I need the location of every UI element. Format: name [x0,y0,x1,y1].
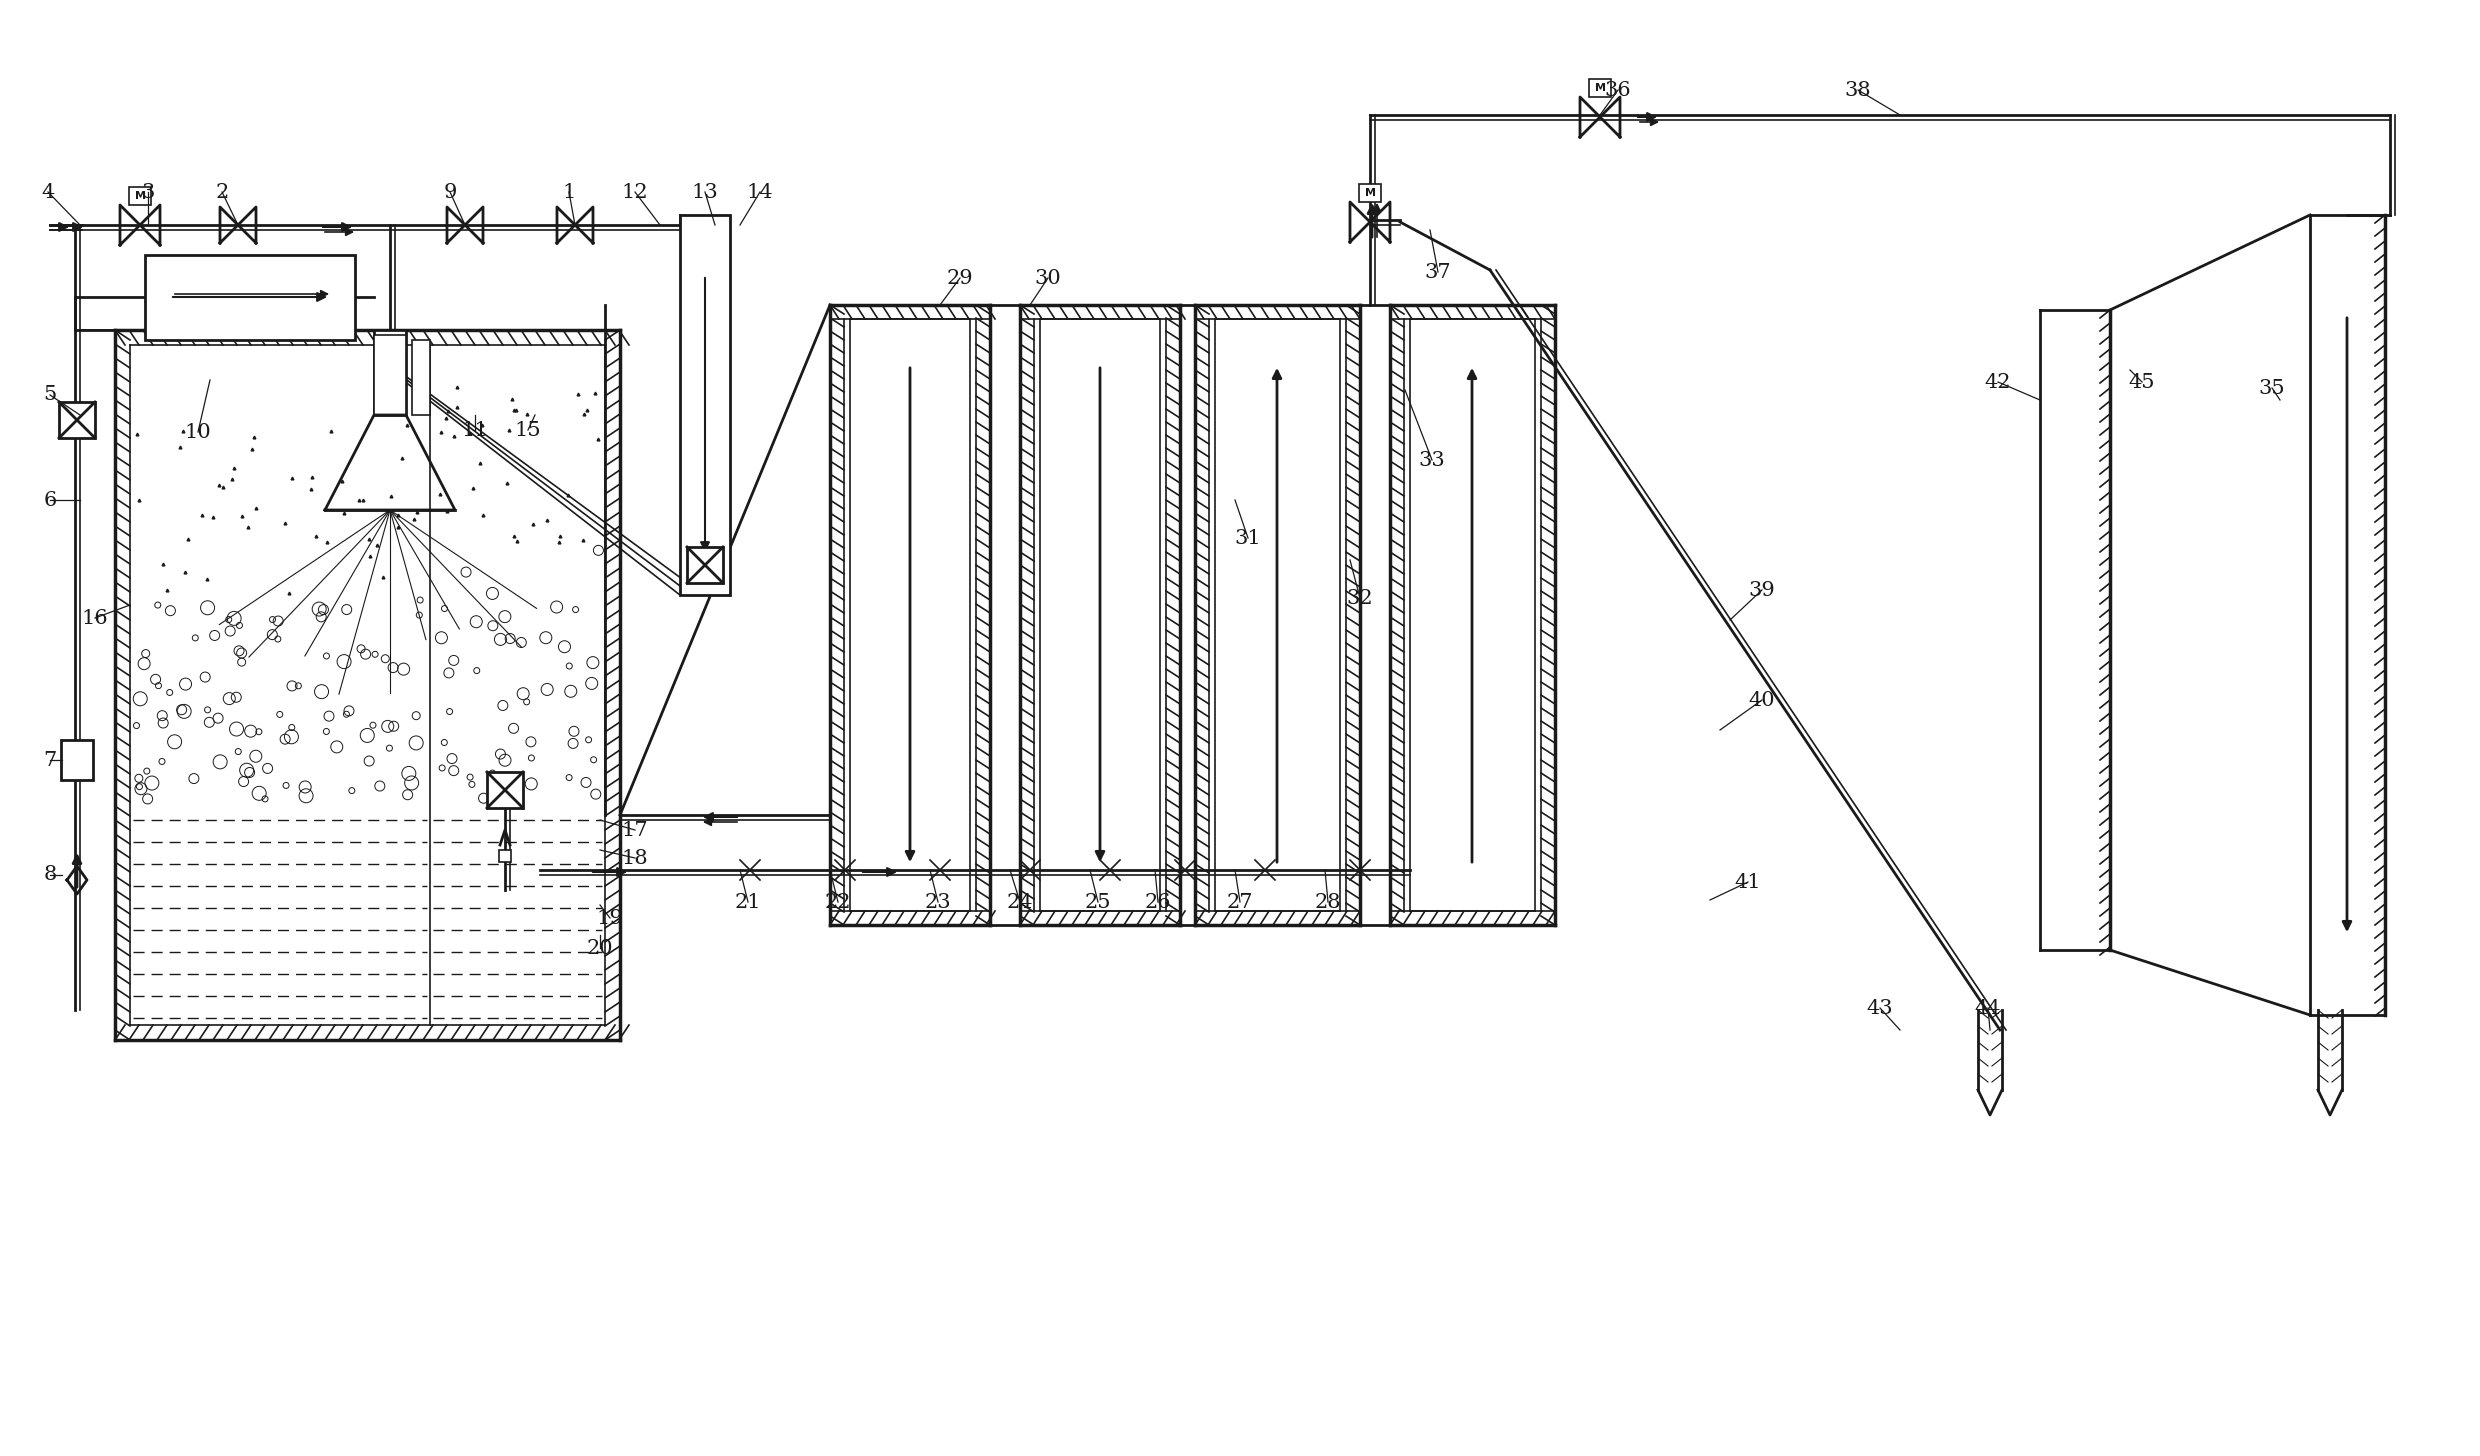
Bar [498,850,511,862]
Text: 16: 16 [82,609,109,628]
Text: 6: 6 [42,491,57,510]
Text: 8: 8 [42,865,57,884]
Text: 29: 29 [947,268,972,287]
Text: 7: 7 [42,750,57,770]
Text: 12: 12 [622,182,647,201]
Text: 18: 18 [622,849,647,868]
Text: 31: 31 [1235,529,1262,547]
Text: 38: 38 [1845,80,1872,99]
Text: 4: 4 [42,182,55,201]
Text: 17: 17 [622,821,647,840]
Text: 43: 43 [1867,999,1892,1018]
Text: 37: 37 [1424,262,1451,281]
Text: 40: 40 [1748,690,1776,709]
Text: 32: 32 [1347,588,1374,607]
Text: 42: 42 [1984,373,2011,392]
Bar [412,341,429,415]
Text: 5: 5 [42,386,57,405]
Text: 27: 27 [1228,893,1252,911]
Text: 2: 2 [216,182,228,201]
Text: 1: 1 [563,182,575,201]
Text: 14: 14 [746,182,774,201]
Text: 24: 24 [1007,893,1034,911]
Text: 9: 9 [444,182,456,201]
Bar [374,331,407,415]
Text: 36: 36 [1605,80,1632,99]
Text: 20: 20 [588,939,613,958]
Bar [1590,79,1612,98]
Text: M: M [134,191,146,201]
Text: 26: 26 [1146,893,1171,911]
Text: M: M [1595,83,1605,93]
Text: 13: 13 [692,182,719,201]
Bar [129,186,151,205]
Bar [680,215,729,596]
Bar [486,772,523,808]
Bar [60,402,94,438]
Text: 23: 23 [925,893,952,911]
Text: 3: 3 [141,182,154,201]
Text: 21: 21 [734,893,761,911]
Text: 39: 39 [1748,581,1776,600]
Bar [62,740,94,780]
Text: 15: 15 [516,421,541,440]
Text: 35: 35 [2259,379,2284,397]
Text: 22: 22 [826,893,851,911]
Text: 33: 33 [1419,450,1446,469]
Text: 45: 45 [2128,373,2155,392]
Bar [1359,183,1381,202]
Text: 44: 44 [1974,999,2001,1018]
Text: M: M [1364,188,1376,198]
Bar [144,255,355,341]
Text: 41: 41 [1734,872,1761,891]
Text: 19: 19 [598,909,622,927]
Bar [687,547,724,582]
Text: 28: 28 [1314,893,1342,911]
Text: 25: 25 [1084,893,1111,911]
Text: 30: 30 [1034,268,1061,287]
Bar [374,335,407,415]
Text: 10: 10 [184,422,211,441]
Text: 11: 11 [461,421,489,440]
